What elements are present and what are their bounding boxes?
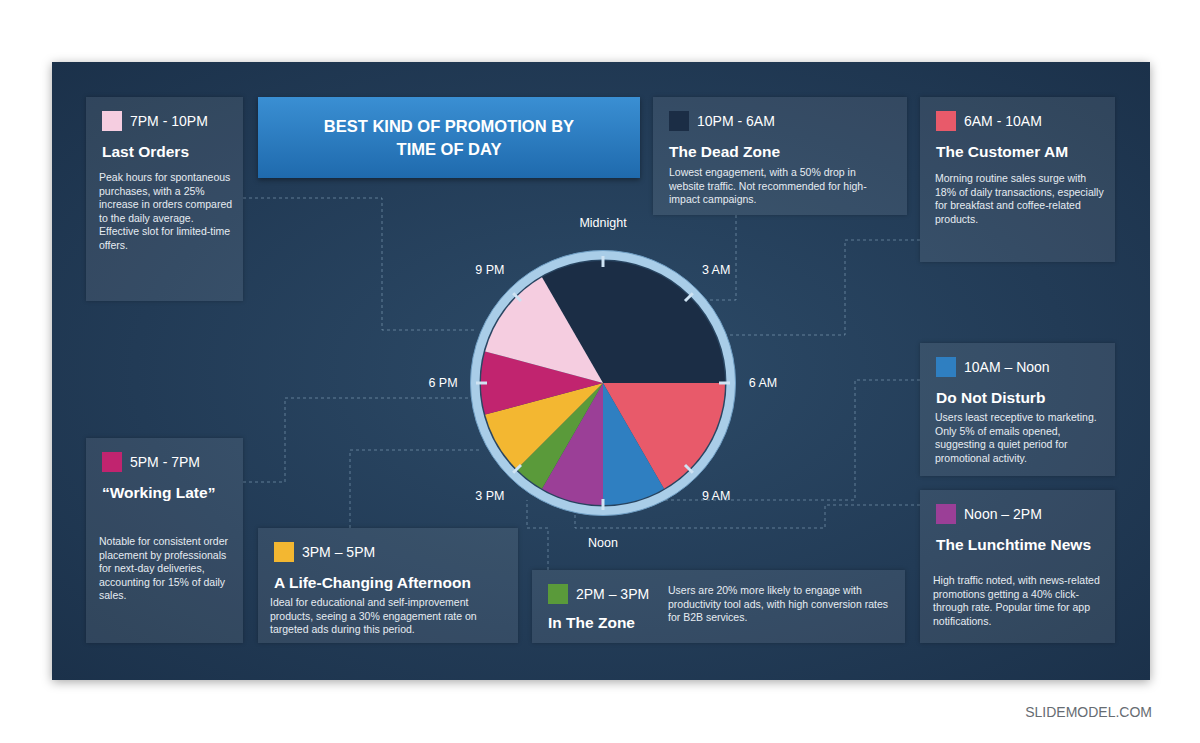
clock-label: 6 AM	[749, 376, 778, 390]
clock-label: 6 PM	[428, 376, 457, 390]
legend-swatch	[102, 452, 122, 472]
legend-swatch	[102, 111, 122, 131]
title-box: BEST KIND OF PROMOTION BY TIME OF DAY	[258, 97, 640, 178]
annotation-heading: Last Orders	[102, 143, 189, 161]
legend-swatch	[936, 357, 956, 377]
connector	[700, 215, 736, 300]
annotation-text: Ideal for educational and self-improveme…	[270, 596, 510, 637]
legend-swatch	[669, 111, 689, 131]
clock-tick	[513, 465, 521, 473]
clock-label: 3 AM	[702, 263, 731, 277]
clock-label: 9 PM	[475, 263, 504, 277]
annotation-heading: “Working Late”	[102, 484, 215, 502]
connector	[243, 398, 470, 482]
clock-tick	[602, 499, 605, 510]
annotation-text: Lowest engagement, with a 50% drop in we…	[669, 166, 894, 207]
clock-ring-edge	[471, 251, 736, 516]
time-range: 5PM - 7PM	[130, 454, 200, 470]
connector	[720, 240, 920, 335]
annotation-text: Users least receptive to marketing. Only…	[935, 411, 1105, 465]
clock-label: Midnight	[579, 216, 627, 230]
annotation-heading: A Life-Changing Afternoon	[274, 574, 471, 592]
annotation-heading: The Customer AM	[936, 143, 1068, 161]
annotation-text: Users are 20% more likely to engage with…	[668, 584, 893, 625]
pie-slice	[603, 383, 664, 505]
time-range: 7PM - 10PM	[130, 113, 208, 129]
annotation-text: Notable for consistent order placement b…	[99, 535, 236, 603]
clock-tick	[513, 293, 521, 301]
clock-tick	[719, 382, 730, 385]
title: BEST KIND OF PROMOTION BY TIME OF DAY	[318, 115, 580, 161]
clock-tick	[685, 293, 693, 301]
connector	[243, 198, 475, 330]
annotation-text: High traffic noted, with news-related pr…	[933, 574, 1105, 628]
clock-ring	[475, 255, 731, 511]
clock-tick	[476, 382, 487, 385]
time-range: Noon – 2PM	[964, 506, 1042, 522]
time-range: 2PM – 3PM	[576, 586, 649, 602]
legend-swatch	[274, 542, 294, 562]
clock-tick	[602, 256, 605, 267]
legend-swatch	[936, 504, 956, 524]
legend-swatch	[936, 111, 956, 131]
clock-label: 9 AM	[702, 489, 731, 503]
pie	[481, 261, 725, 505]
connector	[350, 450, 480, 528]
clock-label: 3 PM	[475, 489, 504, 503]
pie-slice	[485, 277, 603, 383]
annotation-heading: In The Zone	[548, 614, 635, 632]
time-range: 6AM - 10AM	[964, 113, 1042, 129]
annotation-text: Morning routine sales surge with 18% of …	[935, 172, 1105, 226]
clock-label: Noon	[588, 536, 618, 550]
connector	[527, 500, 548, 570]
annotation-heading: The Lunchtime News	[936, 536, 1091, 554]
footer: SLIDEMODEL.COM	[1025, 704, 1152, 720]
time-range: 10PM - 6AM	[697, 113, 775, 129]
clock-tick	[685, 465, 693, 473]
annotation-heading: The Dead Zone	[669, 143, 780, 161]
time-range: 10AM – Noon	[964, 359, 1050, 375]
legend-swatch	[548, 584, 568, 604]
time-range: 3PM – 5PM	[302, 544, 375, 560]
annotation-heading: Do Not Disturb	[936, 389, 1045, 407]
annotation-text: Peak hours for spontaneous purchases, wi…	[99, 171, 236, 253]
